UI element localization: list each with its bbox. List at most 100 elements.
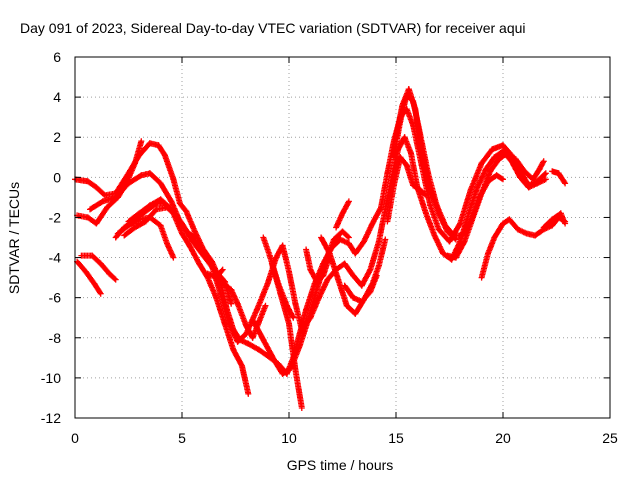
y-tick-label: 6 (53, 49, 61, 65)
data-point-segment (474, 166, 489, 191)
data-point-segment (390, 118, 404, 161)
data-point-segment (508, 158, 524, 181)
data-point-segment (557, 210, 569, 227)
data-point-segment (352, 238, 367, 257)
data-point-segment (341, 260, 357, 279)
data-point-segment (200, 252, 218, 273)
data-point-segment (125, 210, 143, 225)
data-point-segment (303, 280, 318, 313)
y-tick-label: -12 (41, 410, 61, 426)
data-point-segment (157, 196, 175, 213)
data-point-segment (168, 206, 185, 227)
y-tick-label: 0 (53, 169, 61, 185)
data-point-segment (121, 224, 138, 239)
data-point-segment (506, 216, 521, 233)
data-point-segment (106, 270, 119, 283)
y-axis-title: SDTVAR / TECUs (6, 182, 22, 294)
data-point-segment (360, 220, 376, 245)
x-tick-label: 15 (388, 430, 404, 446)
data-point-segment (91, 280, 104, 297)
data-point-segment (142, 206, 160, 225)
series-track-22 (444, 150, 547, 261)
series-track-25 (549, 168, 569, 187)
series-track-23 (478, 214, 569, 281)
data-point-segment (478, 146, 496, 167)
series-track-3 (74, 258, 104, 297)
data-point-segment (179, 230, 194, 251)
data-point-segment (253, 280, 271, 313)
y-tick-label: -6 (49, 290, 62, 306)
data-point-segment (369, 204, 384, 227)
data-point-segment (187, 244, 203, 267)
data-point-segment (189, 238, 207, 259)
data-point-segment (416, 186, 429, 199)
data-point-segment (384, 182, 397, 225)
data-point-segment (146, 170, 164, 187)
data-point-segment (179, 220, 196, 245)
data-point-segment (157, 180, 175, 205)
data-point-segment (493, 172, 506, 183)
series-track-17 (333, 198, 352, 231)
data-point-segment (416, 128, 432, 177)
data-point-segment (279, 242, 292, 275)
data-point-segment (213, 266, 226, 281)
data-point-segment (326, 250, 342, 283)
data-point-segment (452, 238, 468, 261)
data-point-segment (487, 156, 502, 175)
data-point-segment (256, 302, 269, 325)
data-point-segment (303, 246, 314, 273)
grid-lines (75, 57, 610, 418)
series-track-4 (78, 252, 119, 283)
data-point-segment (358, 288, 374, 305)
data-point-segment (114, 180, 130, 201)
y-tick-label: 4 (53, 89, 61, 105)
plot-frame (74, 56, 611, 419)
data-point-segment (266, 252, 282, 287)
data-point-segment (114, 222, 132, 237)
data-point-segment (131, 138, 145, 167)
data-point-segment (93, 204, 111, 227)
data-point-segment (382, 174, 395, 213)
data-point-segment (283, 302, 297, 321)
data-point-segment (74, 258, 89, 275)
data-point-segment (482, 154, 498, 173)
data-point-segment (221, 320, 237, 353)
data-point-segment (249, 316, 267, 343)
series-track-1 (72, 106, 549, 377)
data-point-segment (260, 336, 277, 363)
data-point-segment (467, 160, 485, 193)
data-point-segment (358, 266, 374, 289)
data-point-segment (367, 238, 382, 273)
data-markers (72, 86, 569, 411)
data-point-segment (339, 228, 352, 241)
data-point-segment (238, 362, 252, 397)
y-tick-label: -10 (41, 370, 61, 386)
data-point-segment (408, 150, 421, 191)
data-point-segment (339, 198, 352, 217)
y-tick-label: 2 (53, 129, 61, 145)
data-point-segment (465, 184, 481, 217)
data-point-segment (457, 186, 474, 227)
x-tick-label: 25 (602, 430, 618, 446)
data-point-segment (375, 206, 389, 245)
series-track-11 (204, 266, 226, 281)
data-point-segment (410, 122, 425, 169)
data-point-segment (87, 198, 106, 213)
data-point-segment (82, 268, 98, 287)
x-tick-label: 0 (71, 430, 79, 446)
series-track-12 (249, 228, 352, 377)
data-point-segment (230, 346, 245, 369)
data-point-segment (536, 158, 547, 173)
series-track-5 (74, 138, 145, 227)
data-point-segment (375, 236, 389, 269)
data-point-segment (534, 176, 549, 187)
series-track-18 (341, 272, 380, 305)
series-track-14 (260, 234, 297, 321)
y-tick-label: -2 (49, 209, 62, 225)
data-point-segment (425, 170, 440, 209)
data-point-segment (213, 294, 228, 327)
data-point-segment (491, 220, 506, 241)
series-track-19 (384, 154, 429, 225)
x-tick-label: 10 (281, 430, 297, 446)
